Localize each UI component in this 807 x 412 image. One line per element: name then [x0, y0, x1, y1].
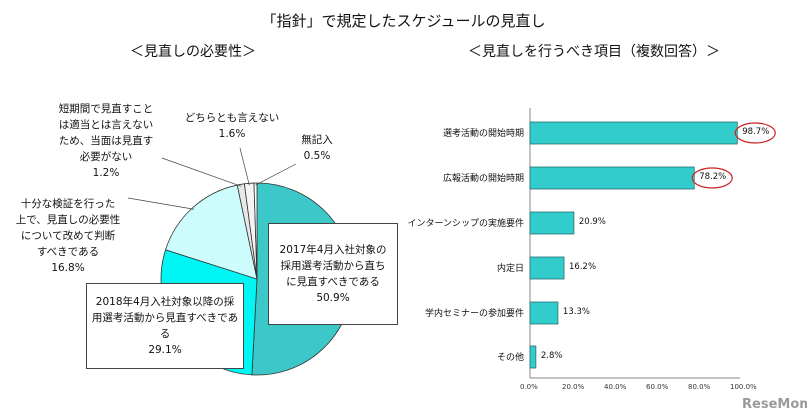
data-label: 16.2% [569, 262, 597, 272]
label-line: ため、当面は見直す [58, 135, 154, 147]
label-line: 2017年4月入社対象の [279, 244, 387, 256]
label-pct: 0.5% [303, 150, 331, 162]
data-label: 98.7% [742, 127, 770, 137]
highlight-circle [691, 167, 733, 189]
pie-label-slice-2: 2018年4月入社対象以降の採用選考活動から見直すべきである 29.1% [86, 283, 244, 369]
pie-slice-6 [253, 182, 258, 280]
pie-slice-3 [165, 184, 258, 280]
label-line: 上で、見直しの必要性 [15, 214, 121, 226]
label-line: すべきである [36, 246, 100, 258]
leader-line [239, 147, 250, 186]
label-line: どちらとも言えない [184, 112, 280, 124]
x-tick-label: 60.0% [646, 383, 669, 391]
x-tick-label: 20.0% [562, 383, 585, 391]
resemom-logo: ReseMom [742, 397, 807, 412]
pie-label-slice-5: どちらとも言えない 1.6% [178, 110, 286, 142]
bar-title: ＜見直しを行うべき項目（複数回答）＞ [468, 44, 720, 60]
category-label: 広報活動の開始時期 [442, 174, 524, 184]
highlight-circle [734, 122, 776, 144]
category-label: 内定日 [496, 264, 524, 274]
pie-label-slice-3: 十分な検証を行った 上で、見直しの必要性 について改めて判断 すべきである 16… [8, 196, 128, 276]
bar-4 [529, 256, 565, 280]
label-pct: 50.9% [316, 292, 350, 304]
pie-label-slice-6: 無記入 0.5% [294, 132, 340, 164]
label-pct: 1.6% [218, 128, 246, 140]
data-label: 13.3% [562, 307, 590, 317]
label-line: 無記入 [301, 134, 333, 146]
label-line: 十分な検証を行った [20, 198, 116, 210]
bar-1 [529, 121, 738, 145]
bar-3 [529, 211, 575, 235]
data-label: 78.2% [699, 172, 727, 182]
data-label: 20.9% [578, 217, 606, 227]
leader-line [161, 157, 242, 187]
bar-5 [529, 301, 559, 325]
label-pct: 16.8% [51, 262, 85, 274]
x-tick-label: 80.0% [688, 383, 711, 391]
leader-line [255, 163, 297, 186]
x-tick-label: 40.0% [604, 383, 627, 391]
category-label: インターンシップの実施要件 [407, 219, 524, 229]
pie-label-slice-1: 2017年4月入社対象の 採用選考活動から直ち に見直すべきである 50.9% [268, 223, 398, 325]
label-line: に見直すべきである [286, 276, 380, 288]
bar-6 [529, 345, 537, 369]
label-text: 2018年4月入社対象以降の採用選考活動から見直すべきである [91, 296, 239, 340]
figure-title: 「指針」で規定したスケジュールの見直し [261, 12, 546, 30]
label-pct: 29.1% [148, 344, 182, 356]
label-line: は適当とは言えない [58, 119, 154, 131]
label-line: 短期間で見直すこと [58, 103, 154, 115]
bar-2 [529, 166, 695, 190]
category-label: その他 [496, 353, 524, 363]
x-tick-label: 100.0% [730, 383, 757, 391]
category-label: 選考活動の開始時期 [442, 129, 524, 139]
pie-label-slice-4: 短期間で見直すこと は適当とは言えない ため、当面は見直す 必要がない 1.2% [46, 101, 166, 181]
label-line: 必要がない [79, 151, 133, 163]
pie-title: ＜見直しの必要性＞ [130, 44, 256, 60]
category-label: 学内セミナーの参加要件 [424, 309, 524, 319]
data-label: 2.8% [540, 351, 563, 361]
leader-line [127, 197, 195, 210]
x-tick-label: 0.0% [520, 383, 538, 391]
label-line: について改めて判断 [20, 230, 116, 242]
label-line: 採用選考活動から直ち [280, 260, 386, 272]
label-pct: 1.2% [92, 167, 120, 179]
